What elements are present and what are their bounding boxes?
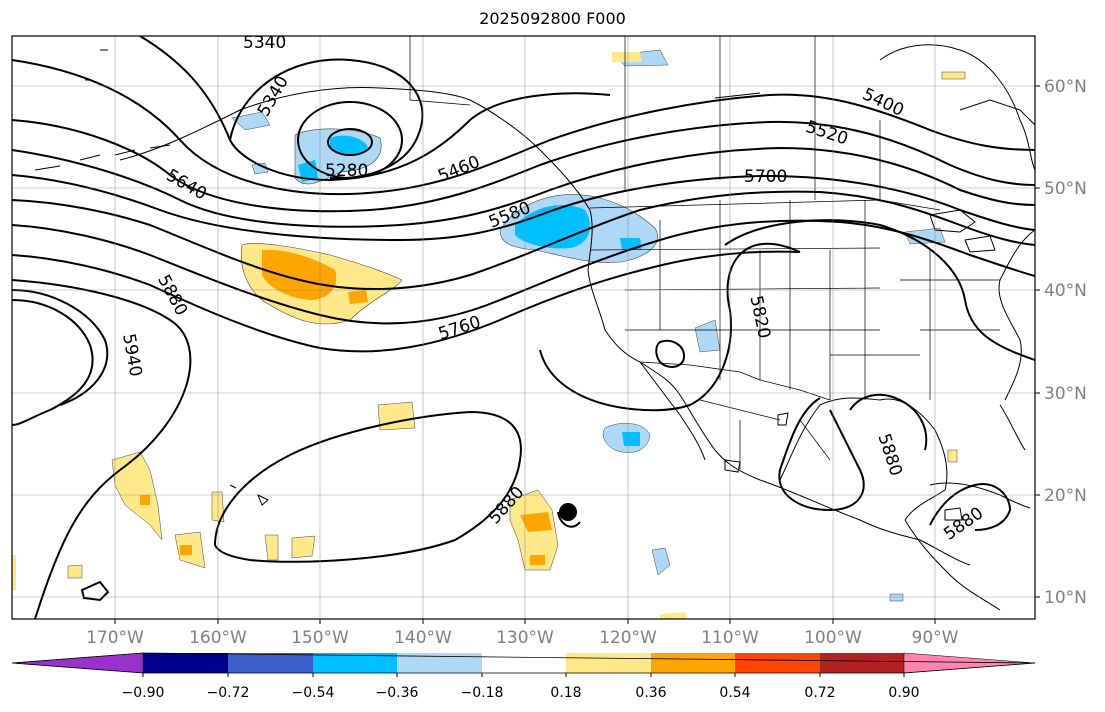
lon-label-90w: 90°W <box>912 628 959 648</box>
axis-ticks <box>114 85 1040 624</box>
colorbar-segment <box>566 653 651 673</box>
lat-label-30n: 30°N <box>1044 384 1087 404</box>
lon-label-150w: 150°W <box>291 628 349 648</box>
lon-label-100w: 100°W <box>804 628 862 648</box>
lat-label-20n: 20°N <box>1044 486 1087 506</box>
colorbar-tick-label: 0.72 <box>804 685 835 701</box>
colorbar-segment <box>482 653 566 673</box>
map-title: 2025092800 F000 <box>479 9 626 28</box>
height-contours <box>12 36 1035 619</box>
colorbar-segment <box>228 653 313 673</box>
colorbar-tick-label: 0.54 <box>719 685 750 701</box>
coastlines <box>34 44 1035 611</box>
colorbar-tick-label: −0.90 <box>122 685 165 701</box>
lon-label-130w: 130°W <box>496 628 554 648</box>
colorbar-tick-label: −0.36 <box>376 685 419 701</box>
colorbar-tick-label: −0.18 <box>461 685 504 701</box>
colorbar-tick-label: 0.36 <box>635 685 666 701</box>
lat-label-50n: 50°N <box>1044 179 1087 199</box>
colorbar-segment <box>143 653 228 673</box>
colorbar: −0.90 −0.72 −0.54 −0.36 −0.18 0.18 0.36 … <box>11 652 1036 701</box>
lon-label-140w: 140°W <box>394 628 452 648</box>
contour-label-5340: 5340 <box>243 33 286 53</box>
colorbar-extend-low <box>11 652 144 674</box>
lat-label-40n: 40°N <box>1044 281 1087 301</box>
colorbar-tick-label: −0.72 <box>207 685 250 701</box>
lon-label-120w: 120°W <box>599 628 657 648</box>
contour-label-5280: 5280 <box>325 161 368 181</box>
colorbar-tick-label: 0.90 <box>888 685 919 701</box>
contour-label-5700: 5700 <box>744 167 787 187</box>
colorbar-segment <box>313 653 397 673</box>
negative-anomaly-blue-gulf <box>330 135 368 154</box>
lon-label-170w: 170°W <box>86 628 144 648</box>
colorbar-tick-label: 0.18 <box>550 685 581 701</box>
positive-anomaly-orange <box>262 249 337 300</box>
graticule <box>12 36 1035 619</box>
negative-anomaly-blue-pnw <box>515 205 590 249</box>
lon-label-160w: 160°W <box>189 628 247 648</box>
map-frame <box>11 35 1036 620</box>
colorbar-segment <box>651 653 735 673</box>
lat-label-60n: 60°N <box>1044 77 1087 97</box>
colorbar-segment <box>735 653 820 673</box>
lat-label-10n: 10°N <box>1044 588 1087 608</box>
lon-label-110w: 110°W <box>701 628 759 648</box>
colorbar-tick-label: −0.54 <box>292 685 335 701</box>
colorbar-segment <box>397 653 482 673</box>
colorbar-segment <box>820 653 904 673</box>
